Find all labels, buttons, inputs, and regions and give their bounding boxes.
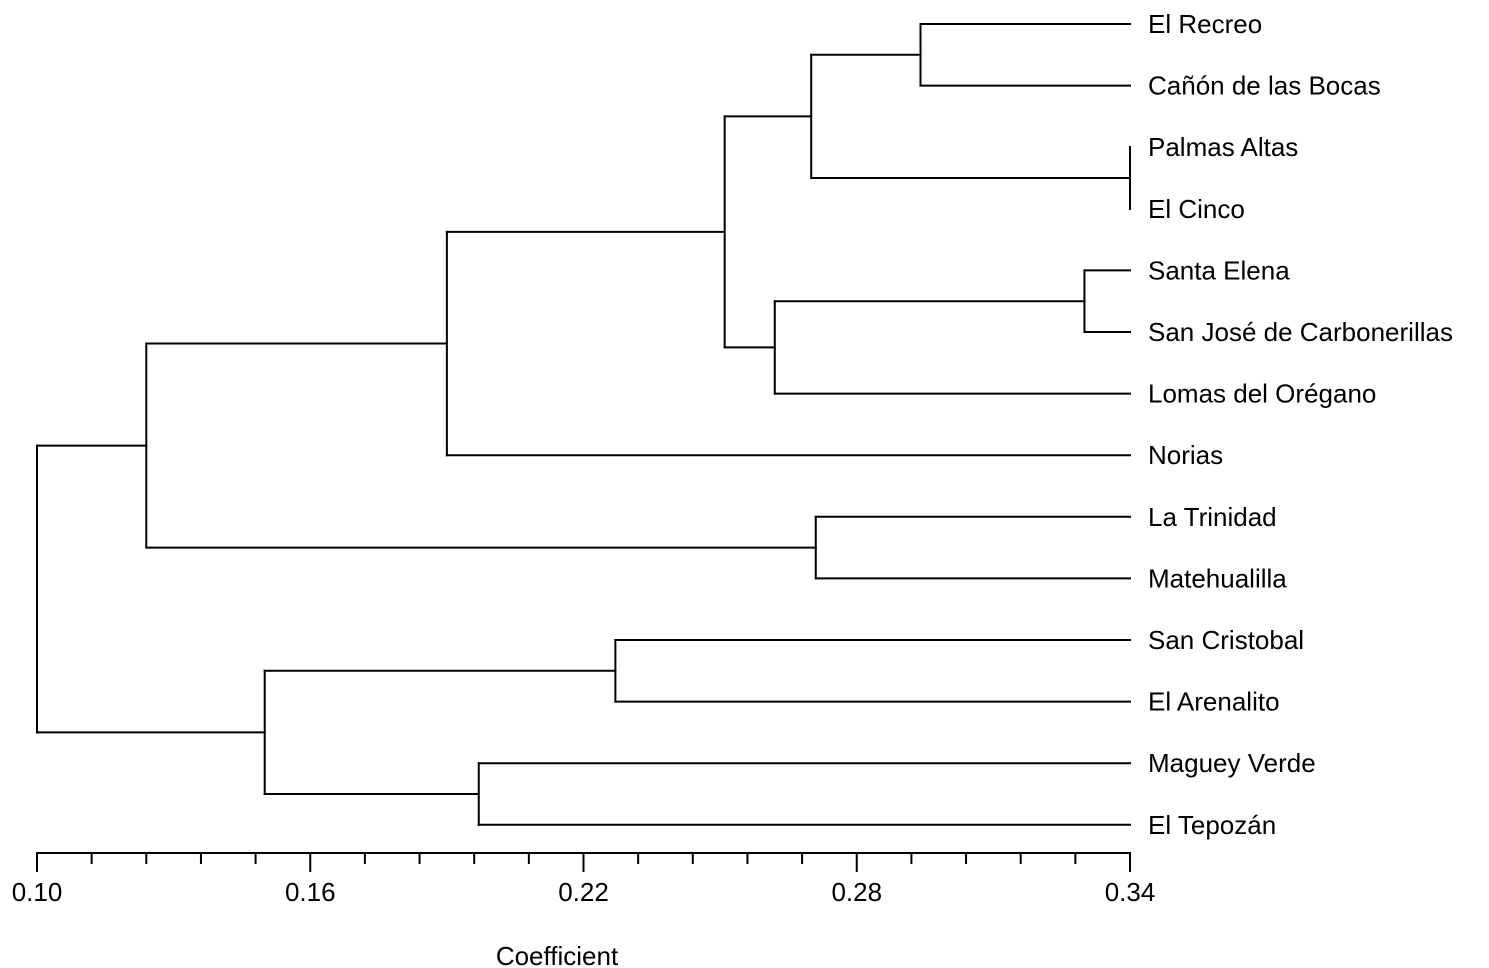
leaf-label: La Trinidad [1148,502,1277,532]
leaf-labels: El Recreo Cañón de las Bocas Palmas Altas E… [1148,9,1453,840]
leaf-label: El Tepozán [1148,810,1276,840]
leaf-label: Lomas del Orégano [1148,379,1376,409]
leaf-label: El Cinco [1148,194,1245,224]
x-axis-title: Coefficient [496,941,619,968]
x-axis: 0.10 0.16 0.22 0.28 0.34 [12,852,1156,907]
leaf-label: El Recreo [1148,9,1262,39]
leaf-label: Norias [1148,440,1223,470]
x-axis-ticks: 0.10 0.16 0.22 0.28 0.34 [12,852,1156,907]
x-tick-label: 0.22 [558,877,609,907]
dendrogram-branches [36,23,1131,826]
leaf-label: Palmas Altas [1148,132,1298,162]
x-tick-label: 0.28 [831,877,882,907]
leaf-label: Maguey Verde [1148,748,1316,778]
leaf-label: San José de Carbonerillas [1148,317,1453,347]
leaf-label: Santa Elena [1148,255,1290,285]
leaf-label: Cañón de las Bocas [1148,71,1381,101]
leaf-label: El Arenalito [1148,687,1280,717]
x-tick-label: 0.16 [285,877,336,907]
x-tick-label: 0.10 [12,877,63,907]
x-tick-label: 0.34 [1105,877,1156,907]
leaf-label: San Cristobal [1148,625,1304,655]
leaf-label: Matehualilla [1148,563,1287,593]
